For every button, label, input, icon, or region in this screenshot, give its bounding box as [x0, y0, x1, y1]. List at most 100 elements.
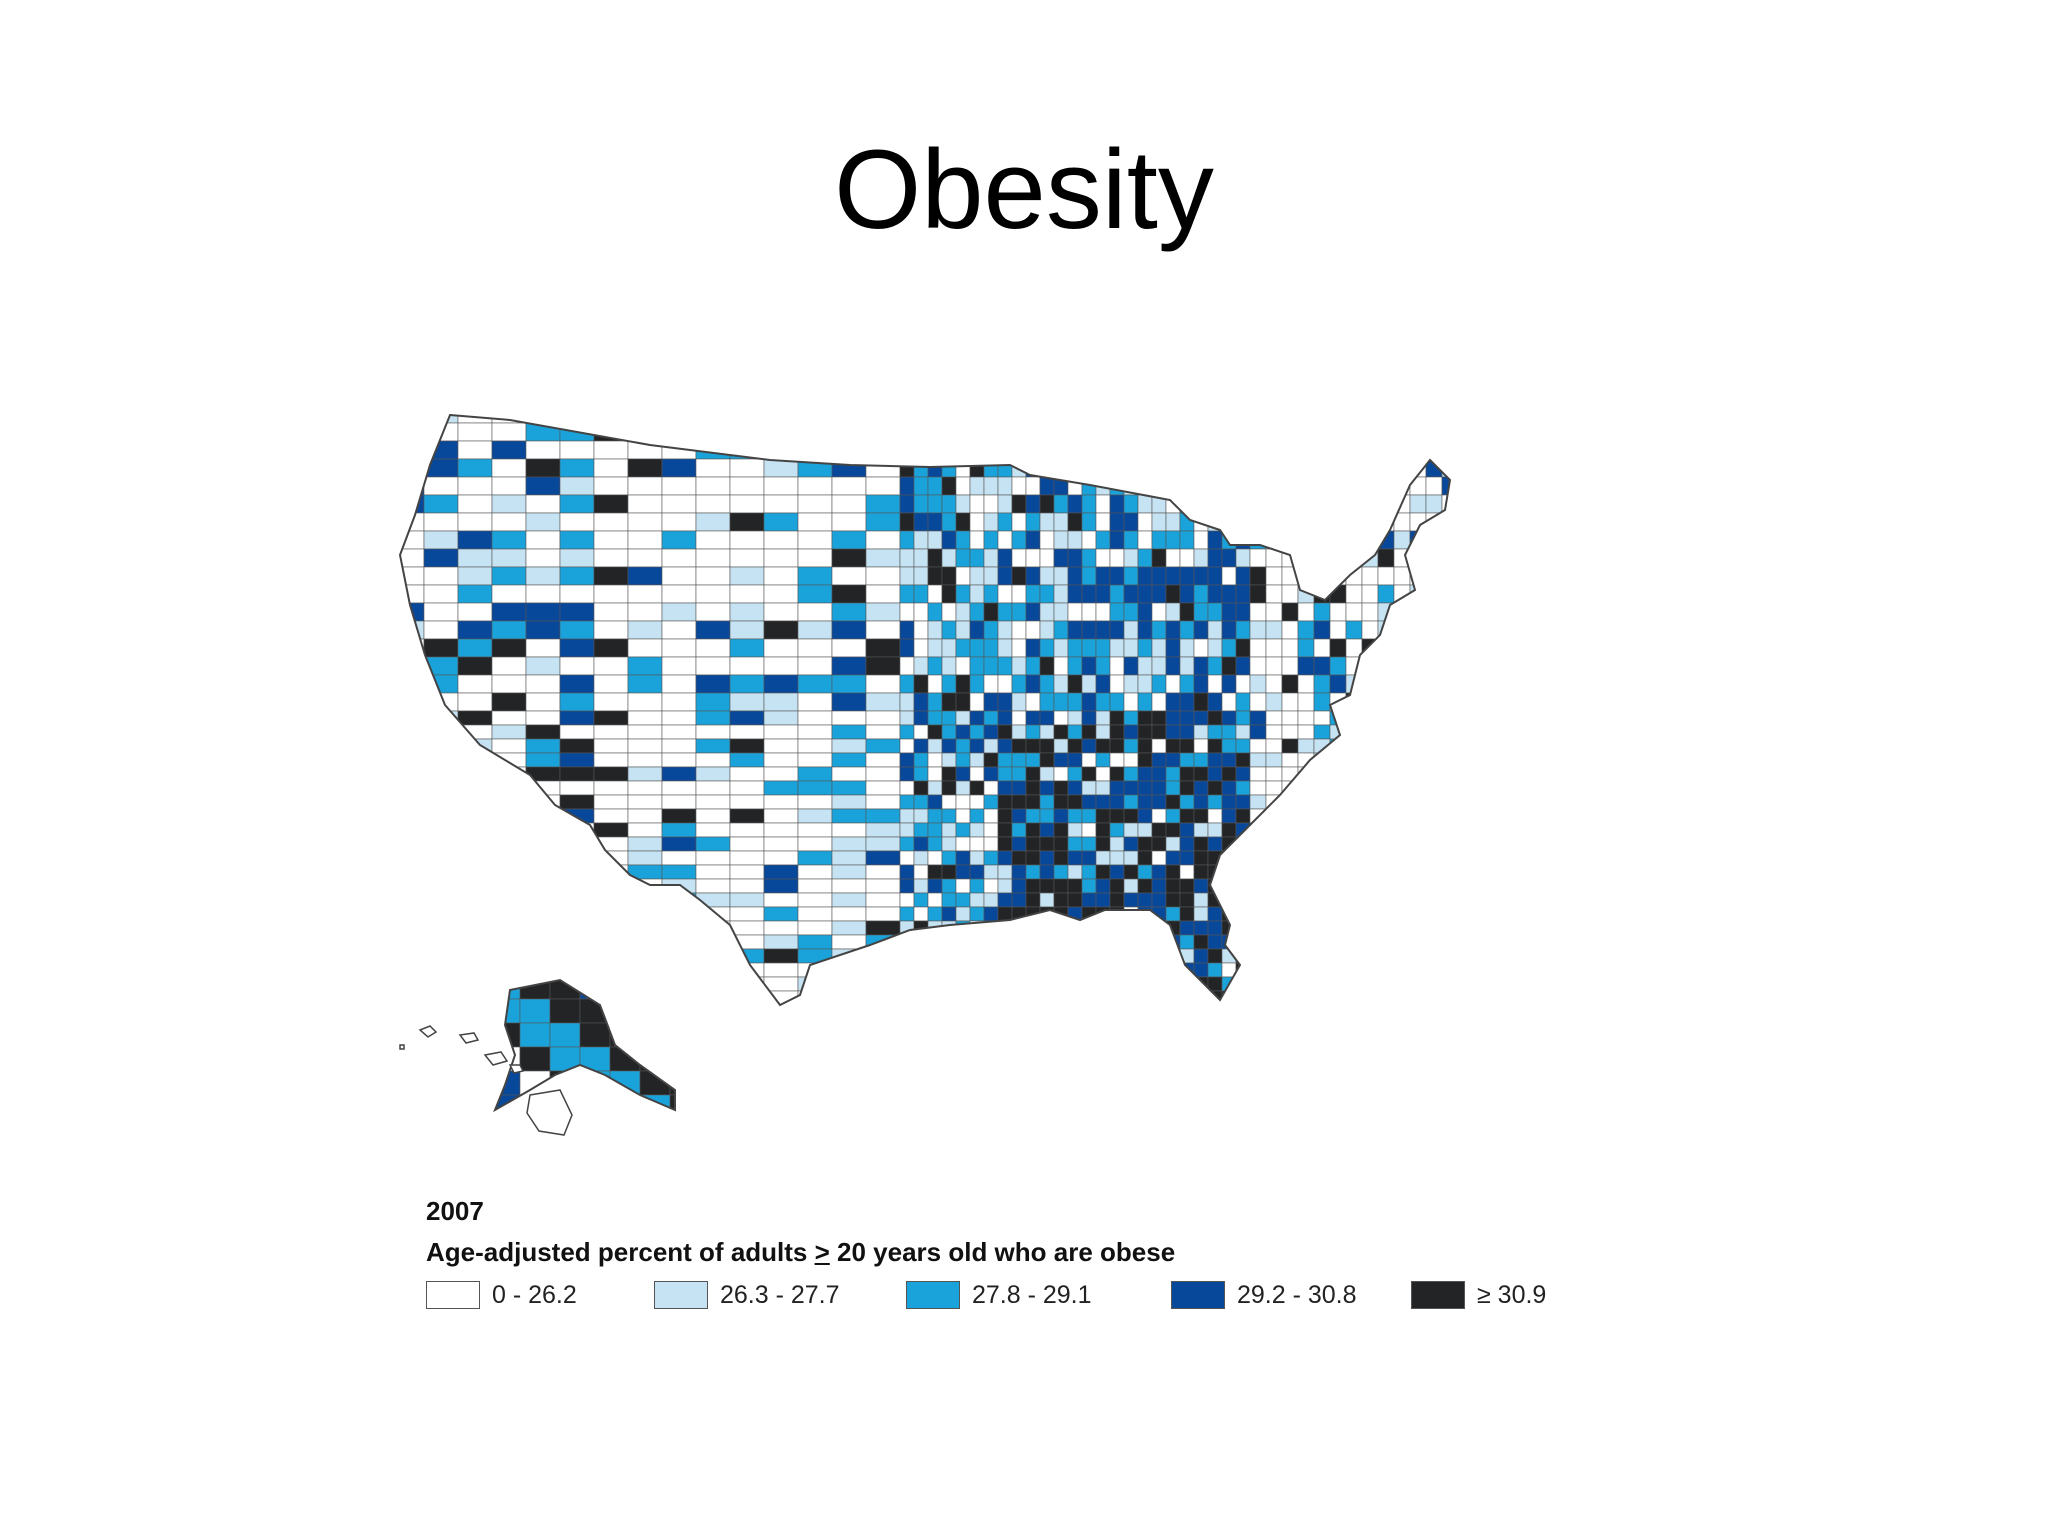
county-cell	[1165, 794, 1181, 810]
county-cell	[1053, 530, 1069, 550]
county-cell	[729, 458, 765, 478]
county-cell	[969, 808, 985, 824]
county-cell	[1025, 656, 1041, 676]
county-cell	[525, 415, 561, 424]
county-cell	[927, 656, 943, 676]
county-cell	[899, 976, 915, 992]
county-cell	[423, 906, 459, 922]
county-cell	[423, 724, 459, 740]
county-cell	[729, 766, 765, 782]
county-cell	[1207, 656, 1223, 676]
county-cell	[1011, 584, 1027, 604]
county-cell	[1207, 440, 1223, 460]
hawaii-dot	[399, 1044, 405, 1050]
county-cell	[1345, 962, 1363, 978]
county-cell	[1207, 962, 1223, 978]
county-cell	[1081, 440, 1097, 460]
county-cell	[1025, 566, 1041, 586]
county-cell	[955, 656, 971, 676]
county-cell	[729, 415, 765, 424]
county-cell	[831, 548, 867, 568]
county-cell	[627, 822, 663, 838]
county-cell	[1011, 1004, 1027, 1005]
county-cell	[1109, 1004, 1125, 1005]
county-cell	[729, 422, 765, 442]
county-cell	[831, 674, 867, 694]
county-cell	[927, 674, 943, 694]
county-cell	[984, 1019, 998, 1033]
county-cell	[423, 620, 459, 640]
county-cell	[865, 458, 901, 478]
county-cell	[899, 674, 915, 694]
county-cell	[969, 566, 985, 586]
county-cell	[1297, 494, 1315, 514]
county-cell	[955, 850, 971, 866]
county-cell	[797, 1004, 833, 1005]
county-cell	[1441, 990, 1450, 1005]
county-cell	[1249, 602, 1267, 622]
county-cell	[525, 548, 561, 568]
county-cell	[763, 766, 799, 782]
county-cell	[1067, 530, 1083, 550]
county-cell	[1361, 766, 1379, 782]
county-cell	[1345, 512, 1363, 532]
county-cell	[983, 620, 999, 640]
county-cell	[1081, 415, 1097, 424]
county-cell	[729, 512, 765, 532]
county-cell	[661, 766, 697, 782]
county-cell	[1025, 638, 1041, 658]
county-cell	[559, 530, 595, 550]
county-cell	[983, 976, 999, 992]
county-cell	[1067, 766, 1083, 782]
county-cell	[899, 738, 915, 754]
county-cell	[983, 458, 999, 478]
county-cell	[1441, 415, 1450, 424]
county-cell	[1393, 948, 1411, 964]
county-cell	[1165, 808, 1181, 824]
county-cell	[1329, 476, 1347, 496]
county-cell	[1297, 766, 1315, 782]
county-cell	[1265, 892, 1283, 908]
county-cell	[1137, 584, 1153, 604]
county-cell	[661, 962, 697, 978]
county-cell	[1361, 710, 1379, 726]
county-cell	[983, 724, 999, 740]
county-cell	[927, 752, 943, 768]
county-cell	[400, 566, 425, 586]
county-cell	[1409, 822, 1427, 838]
alaska-county-cell	[549, 980, 581, 1000]
county-cell	[1067, 1004, 1083, 1005]
county-cell	[729, 752, 765, 768]
county-cell	[1361, 458, 1379, 478]
county-cell	[1179, 656, 1195, 676]
county-cell	[1039, 710, 1055, 726]
county-cell	[1096, 1019, 1110, 1033]
county-cell	[491, 892, 527, 908]
county-cell	[423, 850, 459, 866]
county-cell	[559, 752, 595, 768]
county-cell	[1193, 620, 1209, 640]
county-cell	[832, 1019, 866, 1033]
county-cell	[1221, 892, 1237, 908]
county-cell	[1441, 976, 1450, 992]
county-cell	[1393, 794, 1411, 810]
county-cell	[457, 440, 493, 460]
county-cell	[1151, 415, 1167, 424]
county-cell	[1249, 692, 1267, 712]
county-cell	[1265, 638, 1283, 658]
county-cell	[1193, 494, 1209, 514]
county-cell	[1011, 766, 1027, 782]
county-cell	[1081, 850, 1097, 866]
county-cell	[1165, 620, 1181, 640]
county-cell	[1081, 656, 1097, 676]
county-cell	[1081, 512, 1097, 532]
county-cell	[1345, 878, 1363, 894]
county-cell	[729, 836, 765, 852]
county-cell	[866, 1019, 900, 1033]
county-cell	[1193, 476, 1209, 496]
county-cell	[1109, 808, 1125, 824]
county-cell	[1235, 422, 1251, 442]
county-cell	[1313, 920, 1331, 936]
county-cell	[1067, 692, 1083, 712]
county-cell	[400, 602, 425, 622]
